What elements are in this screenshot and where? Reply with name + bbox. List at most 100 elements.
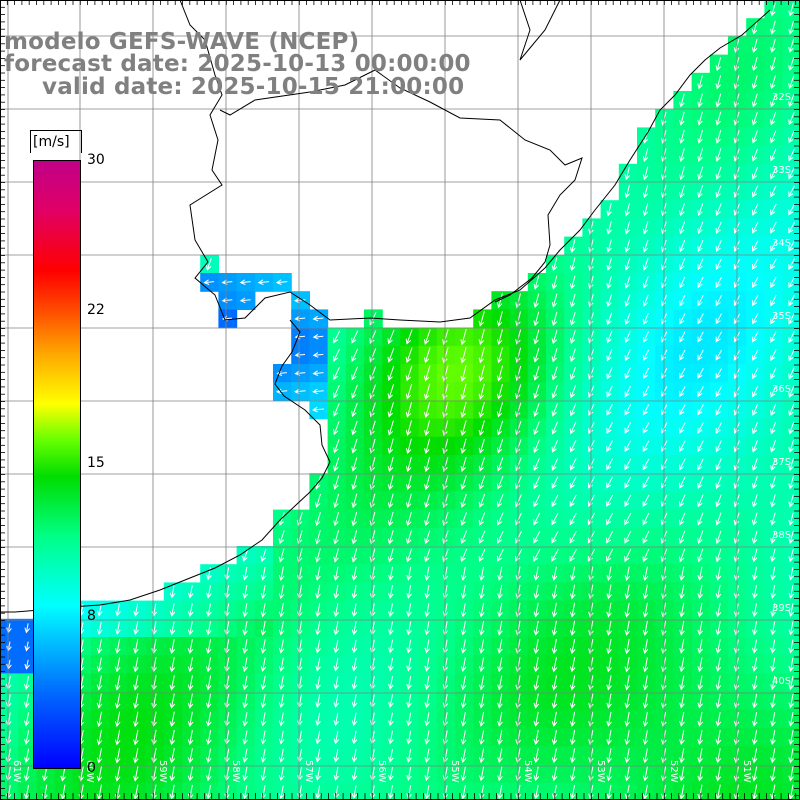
longitude-label: 59W (157, 760, 168, 783)
wind-arrow (569, 548, 577, 562)
wind-arrow (333, 730, 340, 745)
wind-arrow (351, 621, 358, 636)
wind-arrow (697, 675, 703, 691)
wind-arrow (679, 313, 686, 325)
colorbar-tick-8: 8 (87, 608, 96, 624)
wind-arrow (515, 530, 523, 544)
wind-arrow (606, 620, 612, 636)
wind-arrow (312, 388, 324, 395)
wind-arrow (405, 420, 412, 437)
longitude-label: 53W (595, 760, 606, 783)
wind-arrow (642, 294, 649, 307)
wind-arrow (405, 456, 412, 473)
wind-arrow (388, 603, 394, 618)
wind-arrow (788, 766, 794, 782)
wind-arrow (697, 512, 704, 526)
wind-arrow (752, 639, 758, 654)
wind-arrow (642, 276, 649, 289)
wind-arrow (333, 330, 341, 344)
wind-arrow (715, 93, 722, 108)
wind-arrow (478, 548, 486, 563)
wind-arrow (133, 621, 139, 636)
wind-arrow (497, 748, 503, 764)
wind-arrow (752, 403, 759, 416)
wind-arrow (588, 657, 594, 673)
wind-arrow (479, 693, 485, 709)
wind-arrow (569, 458, 577, 471)
wind-arrow (460, 693, 467, 709)
wind-arrow (496, 311, 503, 327)
wind-arrow (114, 675, 121, 691)
wind-arrow (770, 421, 777, 435)
wind-arrow (423, 347, 431, 364)
wind-arrow (315, 730, 321, 745)
wind-arrow (770, 639, 776, 654)
wind-arrow (551, 620, 558, 636)
wind-arrow (497, 584, 503, 600)
wind-arrow (752, 367, 759, 380)
wind-arrow (424, 530, 431, 545)
wind-arrow (679, 203, 685, 217)
wind-arrow (406, 493, 412, 509)
wind-arrow (752, 276, 759, 289)
wind-arrow (133, 675, 139, 691)
wind-arrow (315, 767, 321, 781)
wind-arrow (460, 493, 467, 508)
wind-arrow (406, 566, 412, 581)
wind-arrow (751, 512, 758, 526)
wind-arrow (551, 476, 559, 489)
wind-arrow (697, 530, 704, 545)
wind-arrow (206, 730, 212, 746)
wind-arrow (442, 456, 449, 473)
wind-arrow (642, 148, 649, 163)
wind-arrow (551, 584, 558, 600)
wind-arrow (442, 512, 449, 527)
wind-arrow (387, 456, 394, 473)
wind-arrow (333, 366, 340, 381)
wind-arrow (333, 712, 340, 727)
wind-arrow (406, 712, 412, 727)
wind-arrow (751, 203, 759, 216)
wind-arrow (169, 621, 176, 636)
wind-arrow (351, 366, 359, 381)
wind-arrow (406, 548, 413, 563)
wind-arrow (569, 620, 576, 636)
wind-arrow (515, 365, 522, 382)
wind-arrow (551, 366, 558, 381)
wind-arrow (788, 585, 795, 599)
wind-arrow (114, 766, 121, 782)
wind-arrow (479, 639, 485, 654)
wind-arrow (351, 694, 358, 708)
wind-arrow (551, 730, 558, 746)
wind-arrow (278, 621, 285, 636)
wind-arrow (697, 129, 703, 144)
wind-arrow (442, 383, 449, 400)
wind-arrow (478, 402, 485, 418)
wind-arrow (752, 693, 758, 709)
wind-arrow (515, 494, 522, 508)
wind-arrow (333, 566, 339, 581)
wind-arrow (479, 566, 485, 581)
wind-arrow (697, 584, 703, 600)
wind-arrow (315, 712, 321, 727)
wind-arrow (515, 420, 522, 436)
wind-arrow (770, 476, 776, 490)
wind-arrow (496, 548, 504, 562)
wind-arrow (533, 476, 541, 490)
wind-arrow (624, 257, 631, 271)
wind-arrow (333, 603, 339, 618)
wind-arrow (496, 329, 503, 346)
wind-arrow (533, 675, 540, 691)
wind-arrow (752, 258, 759, 270)
wind-arrow (770, 57, 776, 72)
wind-arrow (751, 548, 758, 563)
wind-arrow (533, 402, 540, 417)
wind-arrow (715, 258, 722, 271)
wind-arrow (151, 603, 158, 617)
wind-arrow (187, 585, 194, 599)
wind-arrow (369, 366, 377, 381)
wind-arrow (533, 711, 540, 727)
wind-arrow (606, 440, 613, 453)
wind-arrow (406, 603, 412, 618)
wind-arrow (624, 548, 632, 563)
